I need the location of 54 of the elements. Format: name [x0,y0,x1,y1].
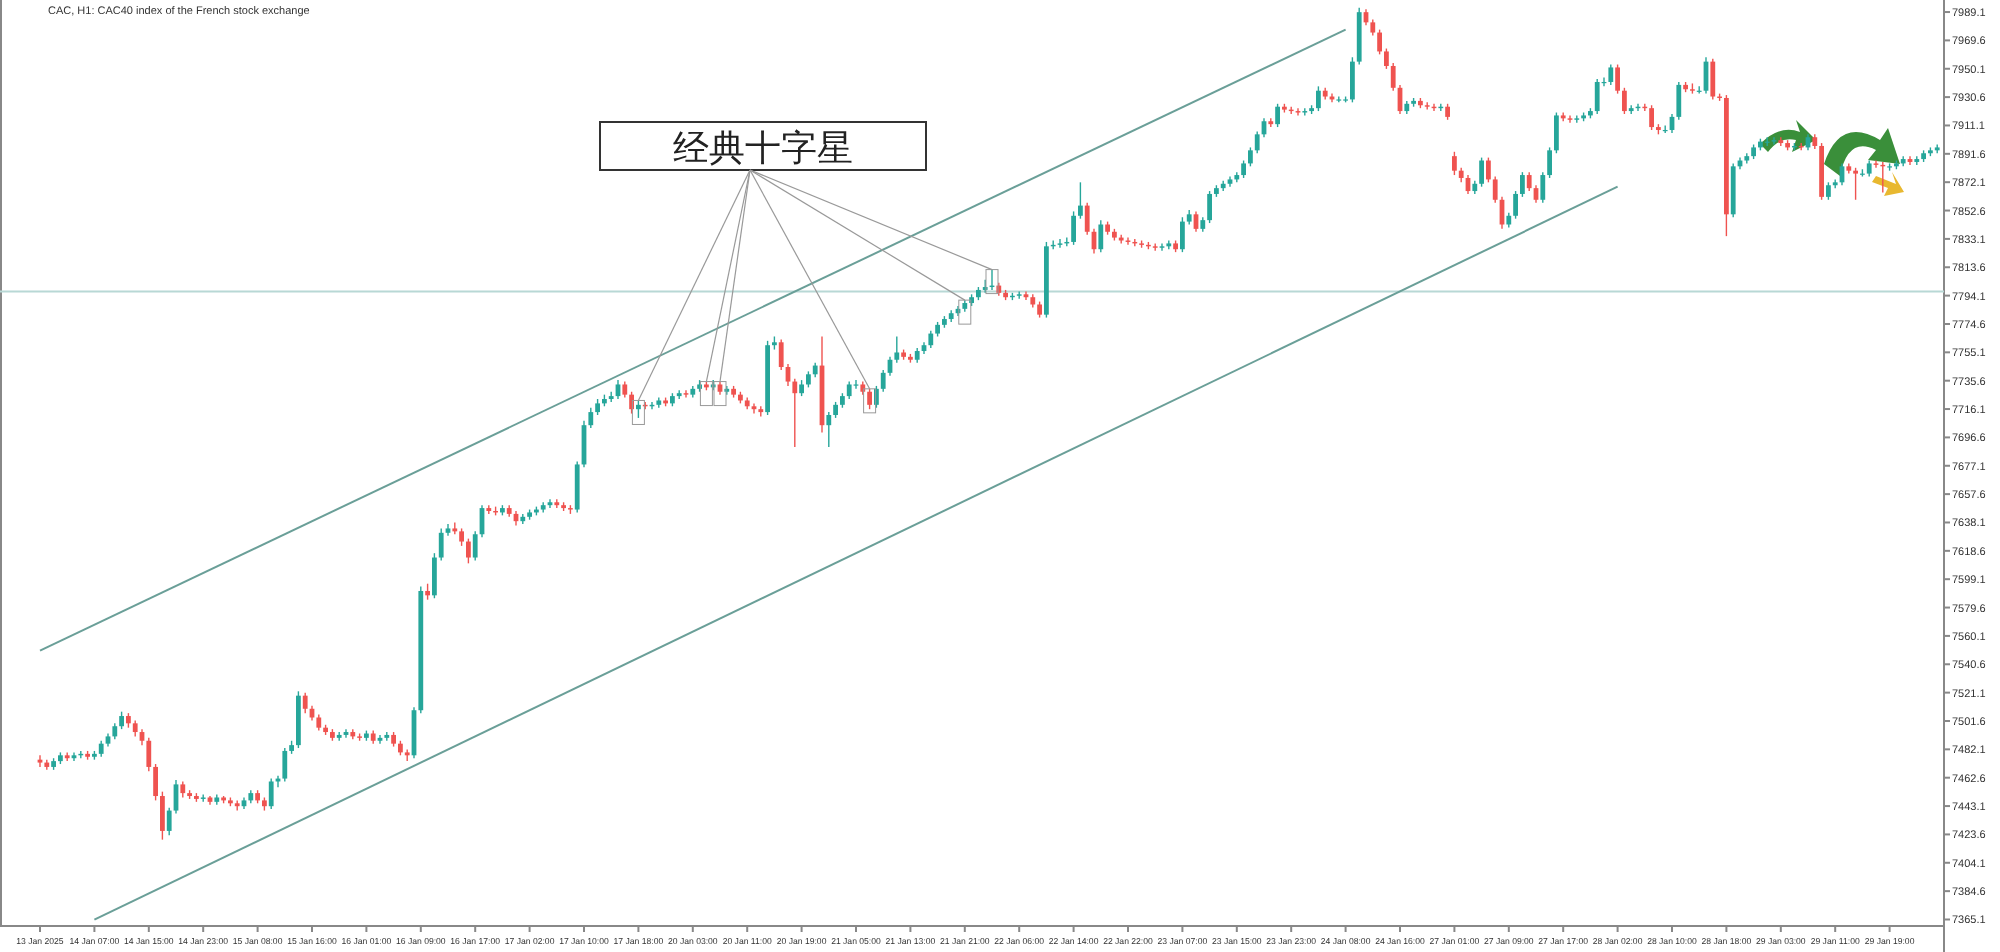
candlestick [282,747,288,783]
candlestick [758,405,764,418]
candlestick [1873,159,1879,169]
candlestick [268,777,274,810]
candlestick [486,504,492,515]
candlestick [1710,58,1716,101]
candlestick [1594,78,1600,115]
candlestick [1649,104,1654,131]
candlestick [1098,219,1104,253]
candlestick [1275,103,1280,128]
candlestick [1071,210,1076,246]
candlestick [1180,216,1185,253]
candlestick [1853,167,1858,201]
candlestick [1730,162,1736,218]
candlestick [160,790,165,841]
candlestick [1166,239,1172,250]
candlestick [853,379,859,390]
candlestick [1384,47,1389,70]
candlestick [452,521,458,535]
candlestick [867,388,872,410]
candlestick [1778,136,1784,147]
candlestick [1513,190,1518,220]
candlestick [826,411,832,448]
candlestick [1248,146,1253,168]
candlestick [1350,56,1355,104]
candlestick [1567,114,1573,124]
candlestick [1125,236,1131,246]
candlestick [1914,155,1920,166]
candlestick [1486,156,1491,184]
candlestick [466,537,471,565]
candlestick [1771,136,1777,146]
candlestick [1302,107,1308,117]
candlestick [1057,238,1063,249]
candlestick [683,389,689,399]
candlestick [1268,117,1274,128]
candlestick [1479,156,1484,188]
candlestick [1295,107,1301,117]
candlestick [1615,63,1620,95]
candlestick [1078,181,1083,220]
annotation: 经典十字星 [673,128,853,168]
candlestick [302,692,308,714]
candlestick [1207,190,1212,224]
candlestick [1554,111,1559,154]
candlestick [1622,87,1627,115]
candlestick [1574,114,1580,124]
candlestick [438,527,444,562]
candlestick [1452,151,1457,176]
candlestick [432,552,437,599]
candlestick [1608,63,1614,86]
candlestick [384,731,390,742]
candlestick [554,498,560,509]
candlestick [1316,85,1321,112]
candlestick [1520,171,1525,198]
candlestick [1159,242,1165,252]
